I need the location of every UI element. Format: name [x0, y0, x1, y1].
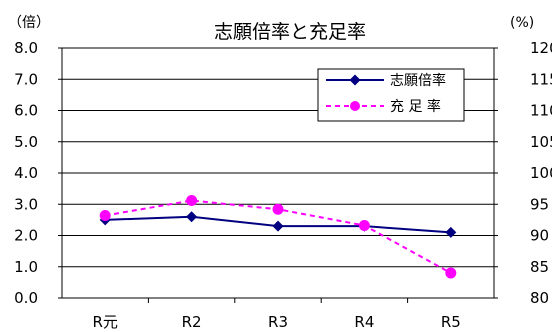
right-tick-label: 120: [530, 39, 552, 57]
data-point: [272, 203, 284, 215]
data-point: [445, 226, 457, 238]
right-tick-label: 80: [530, 289, 549, 307]
data-point: [358, 220, 370, 231]
data-point: [445, 267, 457, 279]
data-point: [272, 220, 284, 232]
legend-marker-juusokuritsu: [350, 101, 360, 111]
x-tick-label: R4: [354, 313, 374, 331]
left-tick-label: 2.0: [14, 227, 38, 245]
x-tick-label: R元: [92, 313, 117, 331]
right-axis-unit: (%): [510, 15, 534, 31]
left-axis-unit: （倍）: [8, 15, 50, 31]
right-tick-label: 115: [530, 70, 552, 88]
left-tick-label: 6.0: [14, 102, 38, 120]
left-tick-label: 1.0: [14, 258, 38, 276]
right-tick-label: 100: [530, 164, 552, 182]
x-tick-label: R3: [268, 313, 288, 331]
data-point: [186, 211, 198, 223]
series-layer: [99, 195, 457, 279]
left-tick-label: 3.0: [14, 195, 38, 213]
data-point: [186, 195, 198, 206]
left-tick-label: 5.0: [14, 133, 38, 151]
left-tick-label: 4.0: [14, 164, 38, 182]
right-tick-label: 95: [530, 195, 549, 213]
legend-marker-shiganbairitsu: [349, 74, 361, 86]
x-axis-ticks: R元 R2 R3 R4 R5: [92, 298, 461, 331]
right-tick-label: 90: [530, 227, 549, 245]
left-tick-label: 0.0: [14, 289, 38, 307]
legend: 志願倍率 充 足 率: [317, 68, 465, 122]
legend-label-shiganbairitsu: 志願倍率: [390, 72, 446, 89]
data-point: [99, 210, 111, 221]
chart-title: 志願倍率と充足率: [214, 21, 366, 43]
right-tick-label: 85: [530, 258, 549, 276]
x-tick-label: R5: [441, 313, 461, 331]
left-axis-ticks: 0.0 1.0 2.0 3.0 4.0 5.0 6.0 7.0 8.0: [14, 39, 62, 307]
legend-label-juusokuritsu: 充 足 率: [390, 98, 441, 115]
right-tick-label: 110: [530, 102, 552, 120]
x-tick-label: R2: [182, 313, 202, 331]
legend-box: [317, 68, 465, 122]
left-tick-label: 8.0: [14, 39, 38, 57]
right-axis-ticks: 80 85 90 95 100 105 110 115 120: [494, 39, 552, 307]
left-tick-label: 7.0: [14, 70, 38, 88]
right-tick-label: 105: [530, 133, 552, 151]
